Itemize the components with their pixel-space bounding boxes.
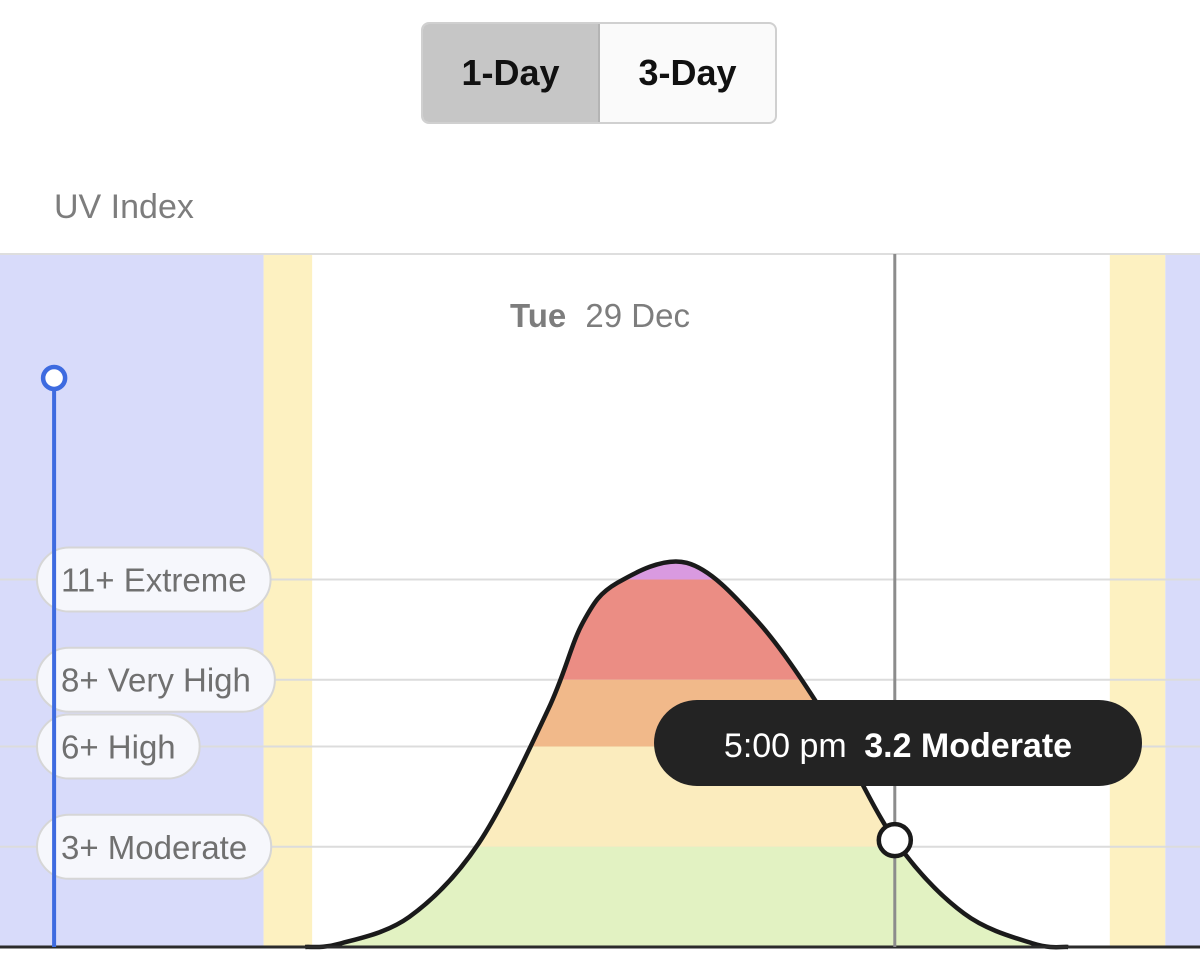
- uv-index-title: UV Index: [54, 188, 194, 226]
- night-band-evening: [1165, 254, 1200, 947]
- threshold-label: 11+ Extreme: [36, 546, 272, 613]
- twilight-band-evening: [1109, 254, 1166, 947]
- uv-index-curve: [304, 559, 1069, 950]
- date-weekday: Tue: [510, 297, 566, 334]
- threshold-pill-text: 3+ Moderate: [61, 829, 247, 866]
- threshold-pill-text: 6+ High: [61, 729, 176, 766]
- threshold-pill: [36, 646, 276, 713]
- range-segmented-control: 1-Day 3-Day: [421, 22, 777, 124]
- svg-text:Tue 29 Dec: Tue 29 Dec: [510, 297, 690, 334]
- tooltip-value: 3.2 Moderate: [864, 727, 1072, 765]
- threshold-label: 3+ Moderate: [36, 813, 273, 880]
- threshold-pill-text: 8+ Very High: [61, 662, 251, 699]
- threshold-label: 6+ High: [36, 713, 201, 780]
- date-day: 29 Dec: [585, 297, 690, 334]
- three-day-tab[interactable]: 3-Day: [638, 52, 737, 93]
- threshold-pill-text: 11+ Extreme: [61, 562, 247, 599]
- one-day-tab[interactable]: 1-Day: [423, 24, 600, 122]
- twilight-band-morning: [263, 254, 313, 947]
- selection-point[interactable]: [876, 821, 914, 859]
- svg-text:5:00 pm 3.2 Moderate: 5:00 pm 3.2 Moderate: [724, 727, 1072, 765]
- threshold-label: 8+ Very High: [36, 646, 276, 713]
- tooltip-time: 5:00 pm: [724, 727, 847, 765]
- date-label: Tue 29 Dec: [510, 297, 690, 334]
- selection-tooltip: 5:00 pm 3.2 Moderate: [654, 700, 1142, 786]
- threshold-pill: [36, 813, 273, 880]
- current-time-marker: [40, 364, 68, 392]
- tooltip-bubble: [654, 700, 1142, 786]
- threshold-pill: [36, 713, 201, 780]
- uv-index-chart[interactable]: Tue 29 Dec 11+ Extreme 8+ Very High 6+ Hig…: [0, 250, 1200, 950]
- threshold-pill: [36, 546, 272, 613]
